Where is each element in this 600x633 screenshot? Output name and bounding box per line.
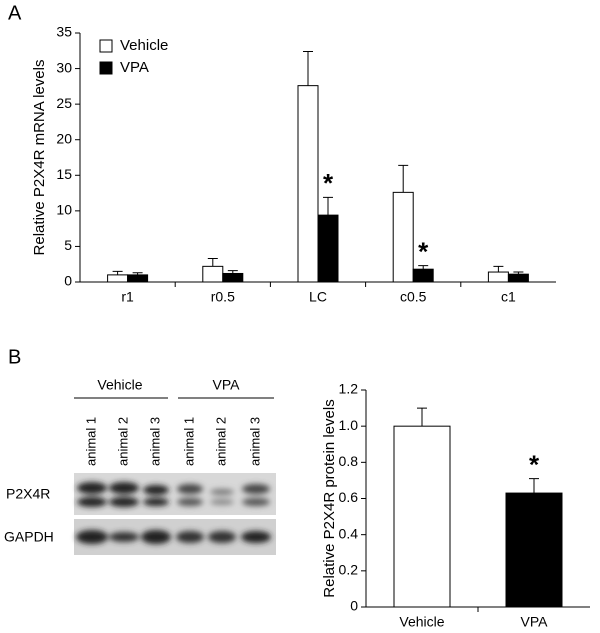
y-tick-label: 25: [56, 95, 72, 111]
bar: [412, 268, 434, 283]
blot-group-label: Vehicle: [97, 377, 142, 393]
bar: [487, 271, 509, 283]
error-bar: [323, 196, 333, 216]
y-tick-label: 0: [350, 598, 358, 614]
blot-lane-label: animal 1: [181, 417, 196, 466]
error-bar: [132, 272, 143, 275]
error-bar: [513, 271, 524, 275]
bar: [127, 274, 149, 283]
bar: [202, 265, 224, 283]
bar: [392, 191, 414, 283]
blot-row-label: GAPDH: [4, 529, 54, 545]
bar: [317, 214, 339, 283]
y-tick-label: 30: [56, 59, 72, 75]
panel-label: A: [8, 2, 22, 24]
blot-lane-label: animal 1: [83, 417, 98, 466]
error-bar: [529, 478, 539, 494]
x-tick-label: VPA: [521, 614, 549, 630]
blot-row-label: P2X4R: [6, 486, 50, 502]
y-tick-label: 35: [56, 24, 72, 40]
blot-lane-label: animal 2: [213, 417, 228, 466]
x-tick-label: Vehicle: [399, 614, 444, 630]
x-tick-label: c0.5: [400, 289, 427, 305]
bar: [505, 492, 563, 608]
y-tick-label: 0: [64, 273, 72, 289]
legend-label: Vehicle: [120, 37, 168, 54]
blot-lane-label: animal 2: [115, 417, 130, 466]
x-tick-label: c1: [501, 289, 516, 305]
error-bar: [398, 164, 409, 193]
y-tick-label: 10: [56, 202, 72, 218]
blot-lane-label: animal 3: [247, 417, 262, 466]
y-tick-label: 5: [64, 237, 72, 253]
error-bar: [112, 270, 123, 275]
y-tick-label: 20: [56, 130, 72, 146]
y-tick-label: 0.6: [339, 489, 359, 505]
blot-lane-label: animal 3: [147, 417, 162, 466]
y-tick-label: 0.8: [339, 453, 359, 469]
error-bar: [418, 265, 429, 270]
blot-image: [74, 397, 276, 555]
bar: [507, 273, 529, 283]
legend-label: VPA: [120, 59, 149, 76]
legend-swatch: [99, 39, 113, 53]
x-tick-label: LC: [309, 289, 327, 305]
error-bar: [207, 258, 218, 267]
bar: [393, 425, 451, 608]
y-tick-label: 0.4: [339, 525, 359, 541]
x-tick-label: r1: [121, 289, 134, 305]
y-axis-label: Relative P2X4R mRNA levels: [31, 60, 48, 256]
y-tick-label: 1.0: [339, 417, 359, 433]
y-axis-label: Relative P2X4R protein levels: [321, 399, 338, 597]
panel-label: B: [8, 346, 21, 368]
bar: [107, 274, 129, 283]
annotation: *: [529, 449, 540, 479]
annotation: *: [323, 168, 334, 198]
legend-swatch: [99, 61, 113, 75]
y-tick-label: 1.2: [339, 381, 359, 397]
error-bar: [493, 265, 504, 273]
y-tick-label: 15: [56, 166, 72, 182]
annotation: *: [418, 237, 429, 267]
error-bar: [417, 407, 427, 427]
error-bar: [227, 270, 238, 274]
blot-group-label: VPA: [213, 377, 241, 393]
error-bar: [303, 50, 313, 86]
bar: [297, 85, 319, 283]
x-tick-label: r0.5: [211, 289, 235, 305]
y-tick-label: 0.2: [339, 562, 359, 578]
bar: [222, 272, 244, 283]
